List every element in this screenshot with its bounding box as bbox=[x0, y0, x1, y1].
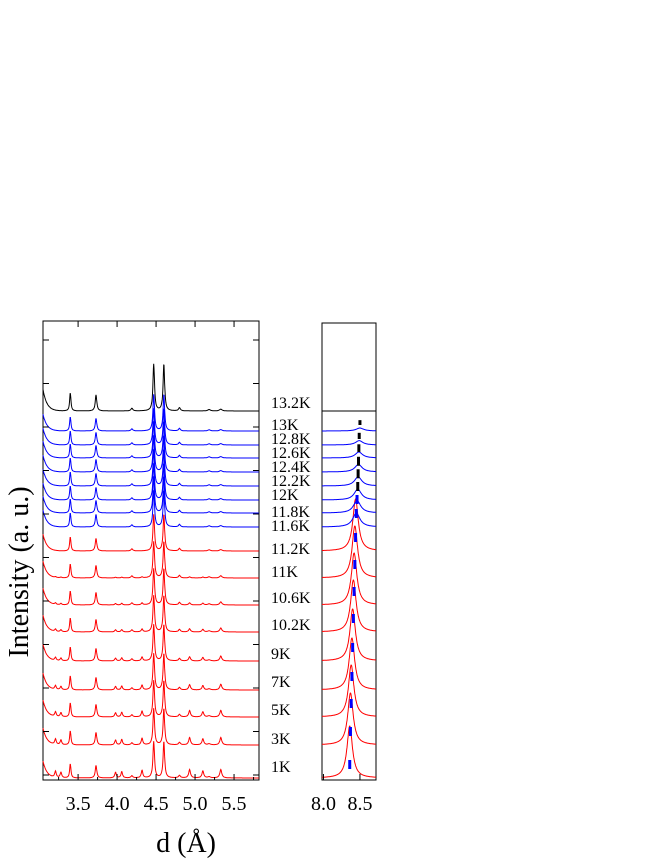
inset-x-tick-label: 8.0 bbox=[311, 793, 336, 815]
y-axis-title: Intensity (a. u.) bbox=[4, 486, 35, 657]
temp-label-3K: 3K bbox=[271, 731, 291, 748]
trace-12.2K bbox=[42, 449, 259, 487]
inset-trace-12.6K bbox=[322, 451, 376, 459]
inset-trace-12.4K bbox=[322, 463, 376, 473]
trace-11.6K bbox=[42, 490, 259, 528]
trace-11K bbox=[42, 541, 259, 579]
main-y-ticks bbox=[43, 339, 259, 776]
temp-label-12K: 12K bbox=[271, 487, 299, 504]
main-traces bbox=[42, 363, 259, 779]
trace-11.8K bbox=[42, 476, 259, 514]
trace-13.2K bbox=[42, 363, 259, 412]
temp-label-5K: 5K bbox=[271, 702, 291, 719]
inset-trace-13K bbox=[322, 427, 376, 432]
inset-panel: 8.0 8.5 bbox=[311, 322, 377, 815]
x-tick-label: 4.0 bbox=[105, 793, 130, 815]
x-tick-label: 5.5 bbox=[222, 793, 247, 815]
temp-label-12.6K: 12.6K bbox=[271, 445, 311, 462]
main-plot-frame bbox=[42, 320, 260, 781]
inset-trace-3K bbox=[322, 692, 376, 745]
inset-trace-12K bbox=[322, 488, 376, 501]
trace-12.8K bbox=[42, 408, 259, 446]
trace-13K bbox=[42, 394, 259, 432]
x-axis-title: d (Å) bbox=[156, 828, 216, 859]
temp-label-12.8K: 12.8K bbox=[271, 431, 311, 448]
temp-label-9K: 9K bbox=[271, 646, 291, 663]
trace-5K bbox=[42, 680, 259, 718]
main-panel: 3.5 4.0 4.5 5.0 5.5 bbox=[42, 320, 260, 815]
temp-label-13.2K: 13.2K bbox=[271, 395, 311, 412]
temperature-labels: 1K3K5K7K9K10.2K10.6K11K11.2K11.6K11.8K12… bbox=[271, 395, 311, 776]
temp-label-12.4K: 12.4K bbox=[271, 459, 311, 476]
temp-label-10.2K: 10.2K bbox=[271, 617, 311, 634]
inset-x-tick-label: 8.5 bbox=[347, 793, 372, 815]
x-tick-label: 3.5 bbox=[66, 793, 91, 815]
inset-trace-9K bbox=[322, 608, 376, 661]
inset-trace-11.8K bbox=[322, 500, 377, 514]
trace-12K bbox=[42, 463, 259, 501]
temp-label-12.2K: 12.2K bbox=[271, 473, 311, 490]
main-x-ticks: 3.5 4.0 4.5 5.0 5.5 bbox=[58, 321, 255, 815]
temp-label-1K: 1K bbox=[271, 759, 291, 776]
inset-trace-11K bbox=[322, 525, 377, 578]
inset-traces bbox=[321, 410, 377, 778]
inset-trace-12.2K bbox=[322, 476, 376, 487]
trace-10.6K bbox=[42, 568, 259, 606]
trace-12.6K bbox=[42, 421, 259, 459]
temp-label-7K: 7K bbox=[271, 674, 291, 691]
temp-label-13K: 13K bbox=[271, 417, 299, 434]
inset-trace-12.8K bbox=[322, 440, 376, 446]
inset-trace-10.2K bbox=[322, 579, 376, 632]
temp-label-10.6K: 10.6K bbox=[271, 590, 311, 607]
inset-trace-5K bbox=[321, 664, 376, 717]
inset-trace-1K bbox=[322, 725, 376, 778]
trace-10.2K bbox=[42, 595, 259, 633]
inset-x-ticks: 8.0 8.5 bbox=[311, 774, 372, 815]
x-tick-label: 5.0 bbox=[183, 793, 208, 815]
inset-trace-11.6K bbox=[322, 512, 376, 528]
trace-11.2K bbox=[42, 514, 259, 552]
temp-label-11.2K: 11.2K bbox=[271, 541, 310, 558]
trace-1K bbox=[42, 741, 259, 779]
inset-trace-10.6K bbox=[321, 552, 376, 605]
trace-7K bbox=[42, 653, 259, 691]
temp-label-11K: 11K bbox=[271, 564, 298, 581]
trace-3K bbox=[42, 708, 259, 746]
x-tick-label: 4.5 bbox=[144, 793, 169, 815]
inset-trace-11.2K bbox=[322, 498, 377, 551]
trace-12.4K bbox=[42, 435, 259, 473]
temp-label-11.6K: 11.6K bbox=[271, 518, 310, 535]
inset-plot-frame bbox=[321, 322, 377, 781]
inset-trace-7K bbox=[322, 637, 376, 690]
temp-label-11.8K: 11.8K bbox=[271, 504, 310, 521]
trace-9K bbox=[42, 624, 259, 662]
